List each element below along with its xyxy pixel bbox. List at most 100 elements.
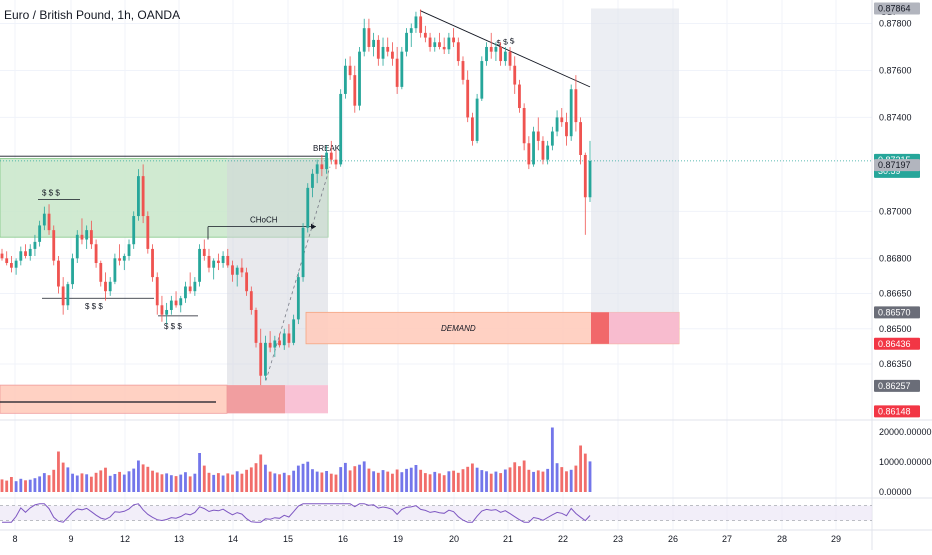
volume-bar <box>264 464 267 492</box>
volume-bar <box>169 475 173 492</box>
candle-body <box>527 143 531 165</box>
candle-body <box>174 300 178 306</box>
candle-body <box>433 42 437 47</box>
candle-body <box>28 248 32 256</box>
candle-body <box>447 37 451 50</box>
volume-bar <box>395 469 399 492</box>
candle-body <box>94 244 98 264</box>
liquidity-label-4: $ $ $ <box>496 36 515 47</box>
price-marker-top <box>874 2 920 15</box>
candle-body <box>339 93 343 165</box>
volume-bar <box>433 471 437 492</box>
volume-bar <box>466 466 470 492</box>
volume-bar <box>489 473 493 492</box>
candle-body <box>386 46 390 52</box>
candle-body <box>127 244 131 256</box>
candle-body <box>499 46 503 62</box>
volume-bar <box>518 466 521 492</box>
candle-body <box>395 58 399 87</box>
volume-bar <box>522 460 526 492</box>
price-marker-label-ref: 0.87197 <box>878 160 911 170</box>
volume-bar <box>66 467 70 492</box>
candle-body <box>503 51 507 62</box>
candle-body <box>188 286 192 292</box>
volume-bar <box>386 471 390 492</box>
candle-body <box>254 309 258 343</box>
candle-body <box>268 342 272 348</box>
volume-bar <box>231 474 234 492</box>
candle-body <box>0 253 4 259</box>
time-tick-label: 14 <box>228 534 238 544</box>
grid <box>0 0 872 530</box>
volume-bar <box>38 476 42 492</box>
price-tick-label: 0.87000 <box>879 206 912 216</box>
volume-bar <box>278 474 281 492</box>
candle-body <box>329 152 333 160</box>
volume-bar <box>207 472 211 492</box>
volume-bar <box>122 474 126 492</box>
candle-body <box>75 234 79 259</box>
price-marker-label-z3: 0.86257 <box>878 381 911 391</box>
volume-bars <box>0 427 592 492</box>
candle-body <box>574 89 578 123</box>
choch-label: CHoCH <box>250 216 278 225</box>
candle-body <box>470 117 474 141</box>
price-tick-label: 0.87600 <box>879 65 912 75</box>
candle-body <box>513 65 517 85</box>
candle-body <box>334 159 338 165</box>
candle-body <box>569 89 573 137</box>
candle-body <box>419 16 423 33</box>
candle-body <box>104 281 107 292</box>
liquidity-label-3: $ $ $ <box>164 322 182 331</box>
volume-bar <box>315 471 319 492</box>
volume-bar <box>358 464 361 492</box>
volume-bar <box>325 471 328 492</box>
volume-bar <box>419 469 423 492</box>
candle-body <box>264 342 267 376</box>
volume-bar <box>362 461 366 492</box>
volume-bar <box>174 476 178 492</box>
candle-body <box>226 255 230 266</box>
volume-bar <box>268 471 272 492</box>
volume-bar <box>5 480 9 492</box>
volume-bar <box>565 471 568 492</box>
volume-bar <box>339 467 343 492</box>
candle-body <box>52 230 56 261</box>
volume-bar <box>47 475 51 492</box>
volume-bar <box>9 477 13 492</box>
candle-body <box>583 154 587 198</box>
volume-bar <box>372 471 376 492</box>
candle-body <box>565 122 568 137</box>
volume-bar <box>296 465 300 492</box>
candle-body <box>71 258 74 285</box>
price-tick-label: 0.86650 <box>879 289 912 299</box>
volume-bar <box>414 465 418 492</box>
candle-body <box>165 309 169 315</box>
volume-bar <box>24 480 27 492</box>
rsi-line <box>2 503 591 523</box>
candle-body <box>438 42 441 47</box>
volume-bar <box>179 474 183 492</box>
volume-bar <box>226 473 230 492</box>
volume-bar <box>555 463 559 492</box>
candle-body <box>9 263 13 268</box>
candle-body <box>494 46 498 52</box>
volume-bar <box>499 473 503 492</box>
candle-body <box>99 263 103 282</box>
candle-body <box>137 176 140 217</box>
volume-bar <box>28 479 32 492</box>
volume-bar <box>113 474 117 492</box>
volume-bar <box>259 454 263 492</box>
volume-bar <box>301 463 305 492</box>
candle-body <box>522 108 526 144</box>
candle-body <box>278 340 281 346</box>
volume-bar <box>452 470 455 492</box>
volume-bar <box>249 467 253 492</box>
candle-body <box>428 37 432 47</box>
price-marker-label-top: 0.87864 <box>878 3 911 13</box>
volume-bar <box>118 471 122 492</box>
price-marker-label-z2: 0.86436 <box>878 339 911 349</box>
candle-body <box>24 251 27 256</box>
